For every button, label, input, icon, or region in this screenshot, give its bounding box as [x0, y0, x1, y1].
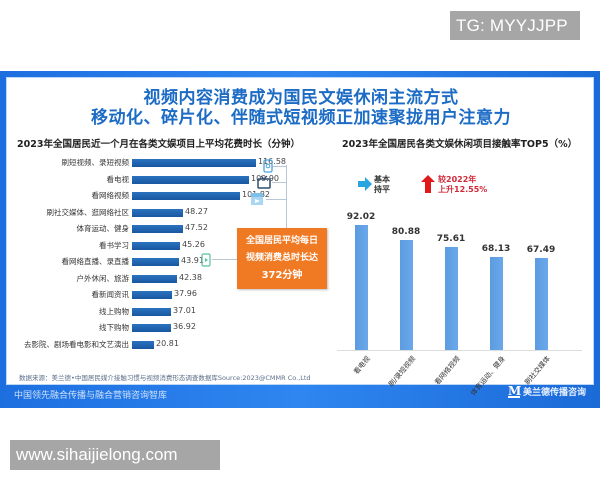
bar-value: 47.52 [185, 223, 208, 232]
footer-slogan: 中国领先融合传播与融合营销咨询智库 [14, 391, 168, 401]
bar [132, 307, 171, 316]
bar [132, 225, 183, 233]
bar-label: 线下购物 [99, 323, 129, 332]
bar-value: 43.91 [181, 256, 204, 265]
right-chart-title: 2023年全国居民各类文娱休闲项目接触率TOP5（%） [342, 139, 578, 150]
subtitle: 移动化、碎片化、伴随式短视频正加速聚拢用户注意力 [91, 108, 511, 128]
total-video-time-callout: 全国居民平均每日 视频消费总时长达 372分钟 [237, 228, 327, 289]
brand-logo: M 美兰德传播咨询 [507, 383, 586, 398]
infographic-frame: 视频内容消费成为国民文娱休闲主流方式 移动化、碎片化、伴随式短视频正加速聚拢用户… [0, 71, 600, 408]
logo-text: 美兰德传播咨询 [522, 388, 586, 398]
bar [132, 208, 183, 217]
bar-label: 体育运动、健身 [76, 224, 130, 233]
bar-row: 看书学习 45.26 [7, 238, 327, 254]
bar [132, 159, 256, 167]
bar-label: 户外休闲、旅游 [76, 273, 130, 283]
legend-flat: 基本 持平 [358, 175, 390, 195]
x-axis-label: 刷社交媒体 [523, 354, 552, 387]
bar [132, 324, 171, 332]
up-arrow-icon [421, 175, 435, 193]
bar-value: 42.38 [179, 272, 202, 282]
bar-value: 80.88 [391, 227, 421, 237]
bar-row: 看网络视频101.82 [7, 188, 327, 204]
x-axis-label: 看网络视频 [433, 354, 462, 387]
video-clapper-icon [250, 191, 263, 205]
bar-row: 线上购物 37.01 [7, 304, 327, 320]
contact-rate-bar-chart: 基本 持平 较2022年 上升12.55% 92.02 看电视 80.88 刷/录短视… [337, 155, 592, 397]
watermark-top: TG: MYYJJPP [450, 11, 580, 40]
bar [132, 258, 179, 266]
right-arrow-icon [358, 177, 372, 191]
bar-row: 体育运动、健身 47.52 [7, 221, 327, 237]
bar [445, 247, 458, 350]
bar-label: 看电视 [106, 174, 130, 184]
data-source-note: 数据来源：美兰德•中国居民媒介接触习惯与视频消费形态调查数据库Source:20… [19, 374, 311, 382]
bar-value: 20.81 [156, 338, 179, 348]
x-axis-line [337, 350, 582, 351]
bar-label: 刷短视频、录短视频 [61, 158, 130, 167]
bar-row: 线下购物 36.92 [7, 320, 327, 336]
bar-row: 刷社交媒体、逛网络社区 48.27 [7, 205, 327, 221]
bar [490, 257, 503, 350]
x-axis-label: 看电视 [352, 354, 372, 376]
connector-line [266, 199, 286, 200]
bar-label: 线上购物 [99, 306, 129, 316]
bar-label: 看网络直播、录直播 [61, 257, 130, 266]
bar [132, 340, 154, 349]
connector-line [286, 165, 287, 228]
callout-line-2: 视频消费总时长达 [245, 253, 318, 263]
bar-value: 92.02 [346, 212, 376, 222]
bar-label: 看网络视频 [91, 191, 130, 200]
bar-row: 看新闻资讯 37.96 [7, 287, 327, 303]
x-axis-label: 刷/录短视频 [386, 354, 417, 389]
bar-value: 48.27 [185, 206, 208, 216]
bar-value: 68.13 [481, 244, 511, 254]
bar-value: 75.61 [436, 234, 466, 244]
bar [132, 175, 249, 184]
bar-value: 45.26 [182, 239, 205, 249]
bar-row: 去影院、剧场看电影和文艺演出 20.81 [7, 337, 327, 353]
bar-value: 37.96 [174, 289, 197, 298]
legend-up: 较2022年 上升12.55% [421, 175, 487, 195]
bar-label: 看新闻资讯 [91, 290, 130, 299]
left-chart-title: 2023年全国居民近一个月在各类文娱项目上平均花费时长（分钟） [17, 139, 300, 150]
bar-row: 刷短视频、录短视频 116.58 [7, 155, 327, 171]
tv-icon [257, 174, 271, 189]
main-title: 视频内容消费成为国民文娱休闲主流方式 [143, 88, 459, 108]
callout-line-1: 全国居民平均每日 [245, 236, 318, 246]
bar-label: 刷社交媒体、逛网络社区 [46, 207, 130, 217]
connector-line [272, 166, 286, 167]
bar [132, 274, 177, 283]
bar-value: 37.01 [173, 305, 196, 315]
x-axis-label: 体育运动、健身 [469, 354, 507, 398]
bar [132, 192, 240, 200]
connector-line [272, 182, 286, 183]
bar [355, 225, 368, 350]
bar-row: 看网络直播、录直播 43.91 [7, 254, 327, 270]
bar-label: 去影院、剧场看电影和文艺演出 [24, 339, 129, 349]
connector-line [212, 259, 237, 260]
phone-icon [262, 158, 274, 173]
watermark-bottom: www.sihaijielong.com [10, 440, 220, 470]
bar-label: 看书学习 [99, 240, 129, 250]
bar-row: 看电视 109.90 [7, 172, 327, 188]
callout-line-3: 372分钟 [261, 270, 303, 281]
bar-value: 67.49 [526, 245, 556, 255]
bar [132, 241, 180, 250]
live-stream-phone-icon [200, 252, 212, 267]
bar [535, 258, 548, 350]
logo-mark-icon: M [507, 383, 522, 398]
bar [132, 291, 172, 299]
bar-value: 36.92 [173, 322, 196, 331]
bar [400, 240, 413, 350]
bar-row: 户外休闲、旅游 42.38 [7, 271, 327, 287]
infographic-panel: 视频内容消费成为国民文娱休闲主流方式 移动化、碎片化、伴随式短视频正加速聚拢用户… [6, 77, 594, 397]
